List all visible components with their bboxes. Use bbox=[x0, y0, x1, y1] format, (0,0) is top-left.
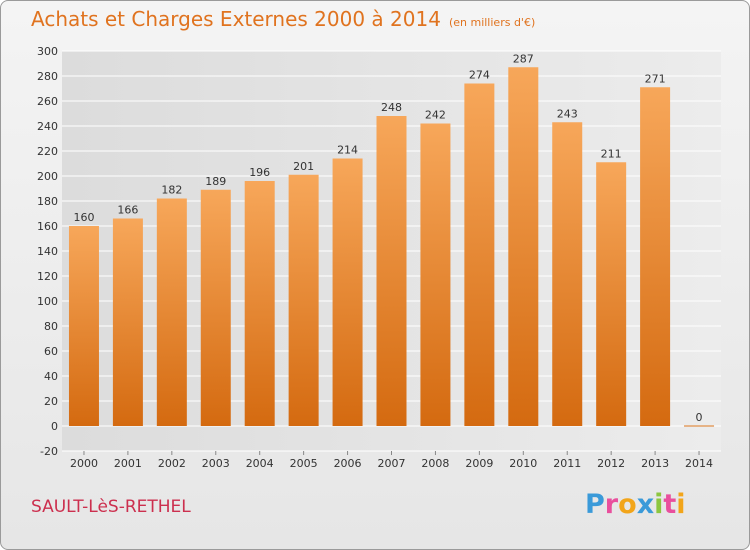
bar-2002 bbox=[156, 198, 187, 426]
bar-value-label: 166 bbox=[117, 204, 138, 217]
city-name: SAULT-LèS-RETHEL bbox=[31, 497, 191, 517]
y-tick-label: 60 bbox=[44, 345, 58, 358]
logo-letter: i bbox=[654, 489, 664, 520]
x-tick-label: 2014 bbox=[685, 457, 713, 470]
x-tick-label: 2011 bbox=[553, 457, 581, 470]
bar-2009 bbox=[464, 83, 495, 426]
x-tick-label: 2007 bbox=[378, 457, 406, 470]
bar-value-label: 160 bbox=[73, 211, 94, 224]
y-tick-label: 100 bbox=[37, 295, 58, 308]
x-tick-label: 2000 bbox=[70, 457, 98, 470]
bar-2000 bbox=[68, 226, 99, 426]
bar-value-label: 189 bbox=[205, 175, 226, 188]
bar-value-label: 243 bbox=[557, 107, 578, 120]
logo-letter: P bbox=[585, 489, 605, 520]
y-tick-label: 200 bbox=[37, 170, 58, 183]
y-tick-label: 220 bbox=[37, 145, 58, 158]
x-tick-label: 2001 bbox=[114, 457, 142, 470]
y-tick-label: 240 bbox=[37, 120, 58, 133]
bar-2010 bbox=[508, 67, 539, 426]
y-tick-label: 160 bbox=[37, 220, 58, 233]
bar-2001 bbox=[112, 218, 143, 426]
x-tick-label: 2003 bbox=[202, 457, 230, 470]
x-tick-label: 2010 bbox=[509, 457, 537, 470]
y-tick-label: 40 bbox=[44, 370, 58, 383]
proxiti-logo: Proxiti bbox=[585, 489, 686, 520]
bar-value-label: 211 bbox=[601, 147, 622, 160]
x-tick-label: 2012 bbox=[597, 457, 625, 470]
bar-2005 bbox=[288, 174, 319, 426]
bar-2012 bbox=[596, 162, 627, 426]
x-tick-label: 2013 bbox=[641, 457, 669, 470]
logo-letter: t bbox=[663, 489, 677, 520]
bar-2011 bbox=[552, 122, 583, 426]
bar-value-label: 287 bbox=[513, 52, 534, 65]
bar-2013 bbox=[640, 87, 671, 426]
x-tick-label: 2004 bbox=[246, 457, 274, 470]
bar-value-label: 201 bbox=[293, 160, 314, 173]
bar-value-label: 0 bbox=[696, 411, 703, 424]
x-tick-label: 2005 bbox=[290, 457, 318, 470]
x-tick-label: 2002 bbox=[158, 457, 186, 470]
chart-title: Achats et Charges Externes 2000 à 2014 (e… bbox=[31, 7, 535, 31]
bar-value-label: 182 bbox=[161, 184, 182, 197]
bar-2006 bbox=[332, 158, 363, 426]
y-tick-label: 140 bbox=[37, 245, 58, 258]
y-tick-label: 20 bbox=[44, 395, 58, 408]
x-tick-label: 2006 bbox=[334, 457, 362, 470]
logo-letter: o bbox=[618, 489, 637, 520]
bar-value-label: 196 bbox=[249, 166, 270, 179]
logo-letter: r bbox=[604, 489, 619, 520]
x-tick-label: 2009 bbox=[465, 457, 493, 470]
bar-value-label: 214 bbox=[337, 144, 358, 157]
y-tick-label: 0 bbox=[51, 420, 58, 433]
x-axis: 2000 2001 2002 2003 2004 2005 2006 2007 2008 2009… bbox=[70, 451, 713, 470]
bar-value-label: 274 bbox=[469, 69, 490, 82]
y-tick-label: 280 bbox=[37, 70, 58, 83]
chart-subtitle: (en milliers d'€) bbox=[448, 16, 536, 29]
bar-2004 bbox=[244, 181, 275, 426]
bar-2007 bbox=[376, 116, 407, 426]
bar-2008 bbox=[420, 123, 451, 426]
y-tick-label: 180 bbox=[37, 195, 58, 208]
bar-value-label: 242 bbox=[425, 109, 446, 122]
bar-value-label: 248 bbox=[381, 101, 402, 114]
y-tick-label: 300 bbox=[37, 45, 58, 58]
y-axis: -20 0 20 40 60 80 100 120 140 160 180 200 220 240 260 2… bbox=[37, 45, 58, 458]
logo-letter: i bbox=[676, 489, 686, 520]
y-tick-label: -20 bbox=[40, 445, 58, 458]
chart-title-text: Achats et Charges Externes 2000 à 2014 bbox=[31, 7, 441, 31]
y-tick-label: 120 bbox=[37, 270, 58, 283]
bars: 160 166 182 189 196 201 214 248 242 274 287 243 211 2… bbox=[68, 52, 715, 427]
bar-2014 bbox=[684, 425, 715, 427]
y-tick-label: 260 bbox=[37, 95, 58, 108]
y-tick-label: 80 bbox=[44, 320, 58, 333]
bar-2003 bbox=[200, 189, 231, 426]
bar-value-label: 271 bbox=[645, 72, 666, 85]
logo-letter: x bbox=[636, 489, 655, 520]
x-tick-label: 2008 bbox=[421, 457, 449, 470]
